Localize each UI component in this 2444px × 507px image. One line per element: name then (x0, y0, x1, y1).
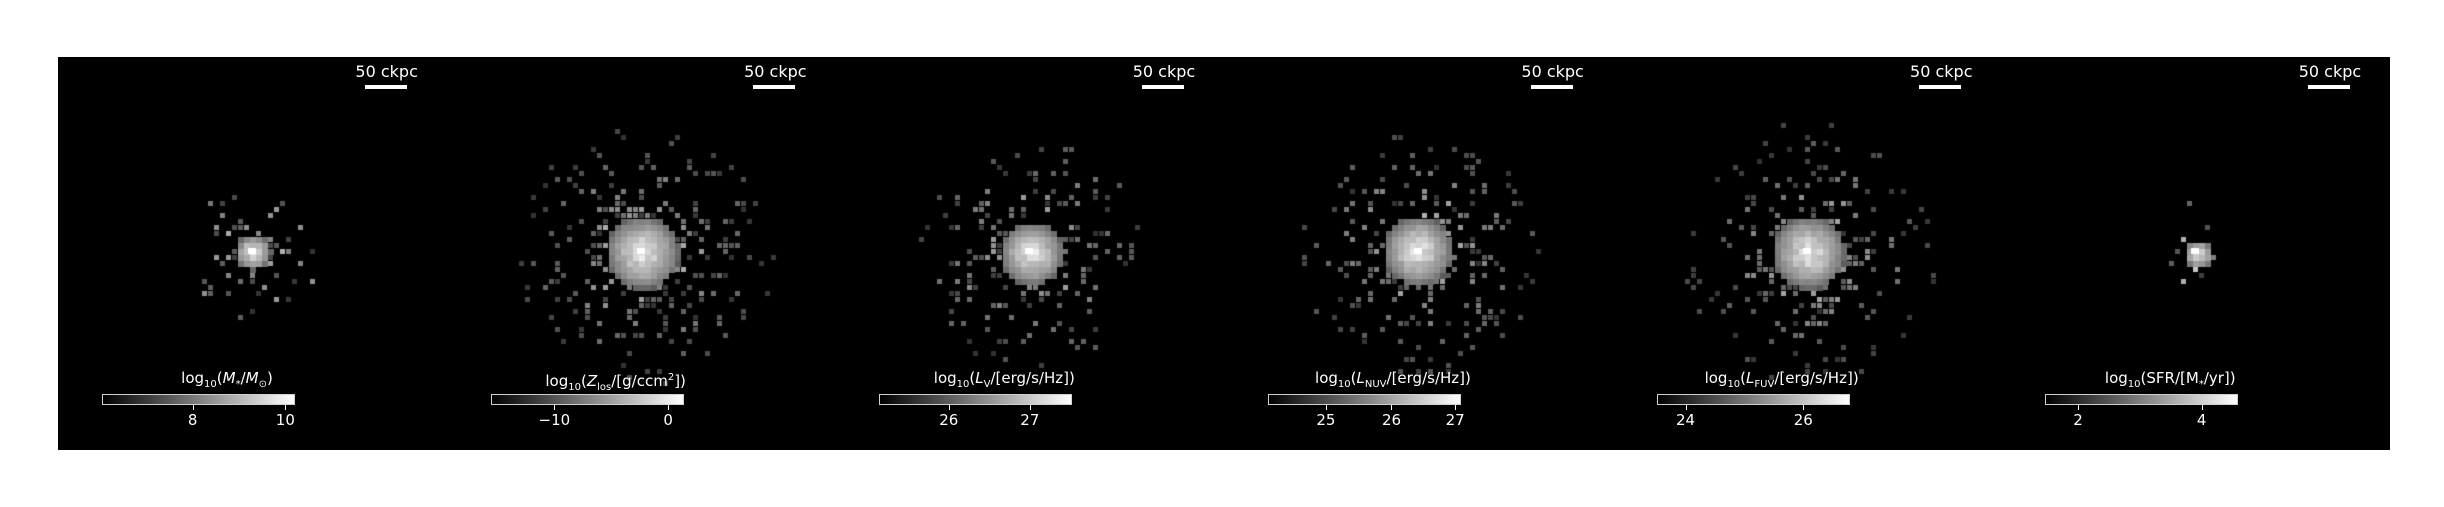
colorbar-tick-label: 27 (1435, 411, 1475, 429)
colorbar-title: log10(M*/M⊙) (102, 369, 352, 394)
map-panel-3: 50 ckpc log10(LV/[erg/s/Hz]) 26 27 (835, 57, 1224, 450)
colorbar-tick-label: 26 (929, 411, 969, 429)
colorbar-tick (285, 405, 286, 410)
scalebar-label: 50 ckpc (2290, 63, 2370, 81)
colorbar (879, 394, 1072, 405)
colorbar-tick (1686, 405, 1687, 410)
scalebar-line (1142, 85, 1184, 89)
colorbar-title: log10(LV/[erg/s/Hz]) (879, 369, 1129, 394)
image-panels-strip: 50 ckpc log10(M*/M⊙) 8 10 50 ckpc log10(Zlos/… (58, 57, 2390, 450)
colorbar (491, 394, 684, 405)
colorbar-tick-label: 2 (2058, 411, 2098, 429)
colorbar-tick (1326, 405, 1327, 410)
colorbar-tick (2078, 405, 2079, 410)
colorbar-tick (193, 405, 194, 410)
scalebar-label: 50 ckpc (347, 63, 427, 81)
colorbar (1268, 394, 1461, 405)
scalebar-line (1531, 85, 1573, 89)
scalebar-line (753, 85, 795, 89)
scalebar-label: 50 ckpc (1901, 63, 1981, 81)
colorbar-tick-label: 10 (265, 411, 305, 429)
colorbar (102, 394, 295, 405)
map-panel-2: 50 ckpc log10(Zlos/[g/ccm2]) −10 0 (447, 57, 836, 450)
colorbar-tick (1391, 405, 1392, 410)
colorbar-tick (949, 405, 950, 410)
colorbar-tick-label: 24 (1666, 411, 1706, 429)
colorbar (1657, 394, 1850, 405)
colorbar-tick (2202, 405, 2203, 410)
colorbar-title: log10(LFUV/[erg/s/Hz]) (1657, 369, 1907, 394)
colorbar-tick-label: 26 (1783, 411, 1823, 429)
map-panel-6: 50 ckpc log10(SFR/[M*/yr]) 2 4 (2001, 57, 2390, 450)
scalebar-label: 50 ckpc (1513, 63, 1593, 81)
scalebar-line (365, 85, 407, 89)
colorbar-tick (1803, 405, 1804, 410)
colorbar-tick-label: 26 (1371, 411, 1411, 429)
colorbar-title: log10(Zlos/[g/ccm2]) (491, 369, 741, 397)
colorbar-title: log10(LNUV/[erg/s/Hz]) (1268, 369, 1518, 394)
colorbar-tick-label: 0 (648, 411, 688, 429)
colorbar-tick (1455, 405, 1456, 410)
colorbar-tick-label: 27 (1010, 411, 1050, 429)
map-panel-1: 50 ckpc log10(M*/M⊙) 8 10 (58, 57, 447, 450)
colorbar-tick-label: 25 (1306, 411, 1346, 429)
colorbar-tick-label: 8 (173, 411, 213, 429)
scalebar-label: 50 ckpc (1124, 63, 1204, 81)
scalebar-line (2308, 85, 2350, 89)
colorbar-tick-label: −10 (534, 411, 574, 429)
colorbar-tick-label: 4 (2182, 411, 2222, 429)
colorbar (2045, 394, 2238, 405)
colorbar-tick (668, 405, 669, 410)
colorbar-title: log10(SFR/[M*/yr]) (2045, 369, 2295, 394)
colorbar-tick (554, 405, 555, 410)
colorbar-tick (1030, 405, 1031, 410)
scalebar-line (1919, 85, 1961, 89)
map-panel-5: 50 ckpc log10(LFUV/[erg/s/Hz]) 24 26 (1613, 57, 2002, 450)
scalebar-label: 50 ckpc (735, 63, 815, 81)
map-panel-4: 50 ckpc log10(LNUV/[erg/s/Hz]) 25 26 27 (1224, 57, 1613, 450)
